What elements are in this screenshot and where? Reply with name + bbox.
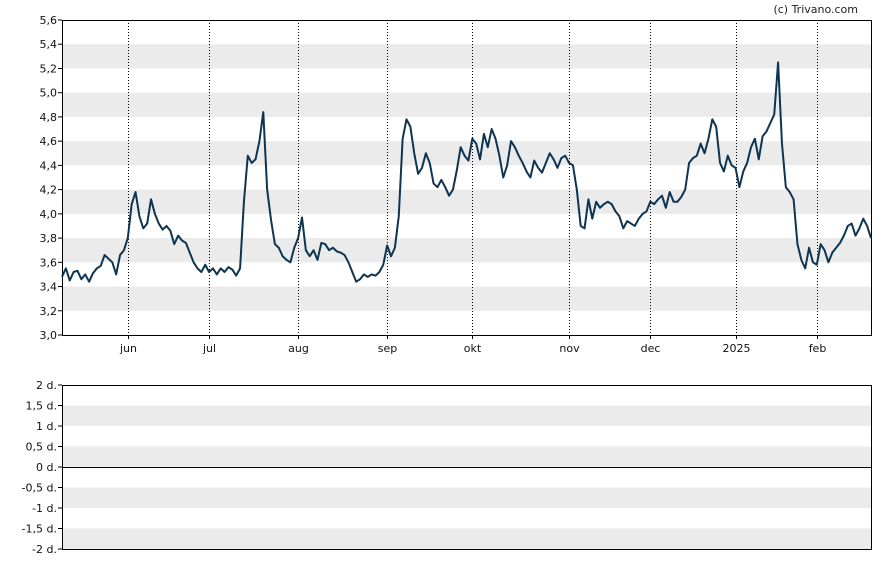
grid-band bbox=[62, 44, 871, 69]
y-tick-label: -0,5 d. bbox=[22, 482, 57, 495]
x-tick-label: feb bbox=[809, 342, 827, 355]
y-tick-label: 3,8 bbox=[40, 232, 58, 245]
x-tick-label: sep bbox=[378, 342, 397, 355]
plot-frame bbox=[62, 385, 872, 550]
y-tick-label: 4,0 bbox=[40, 208, 58, 221]
y-tick-label: 5,2 bbox=[40, 62, 58, 75]
y-tick-label: 4,2 bbox=[40, 184, 58, 197]
y-tick-label: 4,6 bbox=[40, 135, 58, 148]
y-tick-label: 0 d. bbox=[36, 461, 57, 474]
x-tick-label: jun bbox=[119, 342, 137, 355]
y-tick-label: 4,8 bbox=[40, 111, 58, 124]
y-tick-label: 4,4 bbox=[40, 159, 58, 172]
y-tick-label: 5,6 bbox=[40, 14, 58, 27]
x-tick-label: nov bbox=[559, 342, 580, 355]
grid-band bbox=[62, 92, 871, 117]
y-tick-label: 5,0 bbox=[40, 87, 58, 100]
x-tick-label: aug bbox=[288, 342, 309, 355]
y-tick-label: -2 d. bbox=[32, 543, 57, 556]
y-tick-label: 5,4 bbox=[40, 38, 58, 51]
x-tick-label: 2025 bbox=[723, 342, 751, 355]
y-tick-label: 3,2 bbox=[40, 305, 58, 318]
y-tick-label: 0,5 d. bbox=[26, 441, 57, 454]
grid-band bbox=[62, 487, 871, 508]
y-tick-label: -1 d. bbox=[32, 502, 57, 515]
price-chart: junjulaugsepoktnovdec2025febmrtaprmei5,6… bbox=[40, 14, 872, 355]
grid-band bbox=[62, 528, 871, 549]
x-tick-label: okt bbox=[464, 342, 482, 355]
secondary-chart: 2 d. 1,5 d. 1 d. 0,5 d. 0 d. -0,5 d. -1 d. -1,5… bbox=[22, 379, 872, 556]
y-tick-label: 3,4 bbox=[40, 281, 58, 294]
y-tick-label: 3,0 bbox=[40, 329, 58, 342]
grid-band bbox=[62, 446, 871, 467]
grid-band bbox=[62, 405, 871, 426]
price-series-line bbox=[61, 61, 872, 283]
grid-band bbox=[62, 286, 871, 311]
grid-band bbox=[62, 189, 871, 214]
credit-text: (c) Trivano.com bbox=[773, 3, 858, 16]
y-tick-label: 2 d. bbox=[36, 379, 57, 392]
y-tick-label: 1 d. bbox=[36, 420, 57, 433]
x-tick-label: dec bbox=[641, 342, 661, 355]
y-tick-label: -1,5 d. bbox=[22, 523, 57, 536]
x-tick-label: jul bbox=[202, 342, 216, 355]
y-tick-label: 3,6 bbox=[40, 256, 58, 269]
y-tick-label: 1,5 d. bbox=[26, 400, 57, 413]
plot-frame bbox=[62, 20, 872, 336]
